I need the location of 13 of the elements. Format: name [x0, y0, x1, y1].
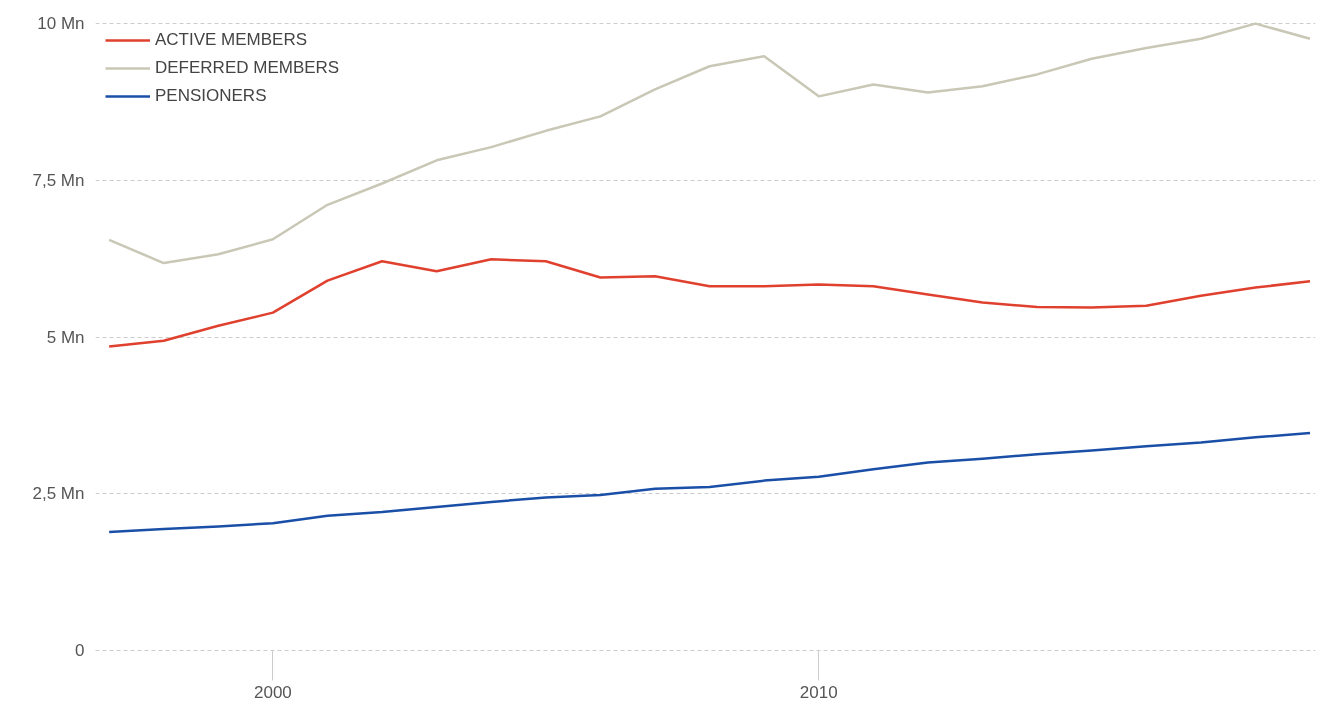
line-series [107, 258, 1312, 348]
y-tick-label: 0 [75, 641, 85, 660]
legend-label: PENSIONERS [155, 86, 267, 106]
x-tick-label: 2010 [799, 682, 838, 702]
line-series [107, 431, 1312, 534]
x-tick-label: 2000 [254, 682, 292, 702]
legend-label: DEFERRED MEMBERS [155, 58, 340, 78]
line-series [107, 22, 1312, 265]
legend-label: ACTIVE MEMBERS [155, 30, 308, 50]
y-tick-label: 2,5 Mn [32, 484, 85, 504]
y-tick-label: 10 Mn [37, 14, 85, 34]
y-tick-label: 7,5 Mn [32, 170, 85, 190]
y-tick-label: 5 Mn [46, 327, 85, 347]
